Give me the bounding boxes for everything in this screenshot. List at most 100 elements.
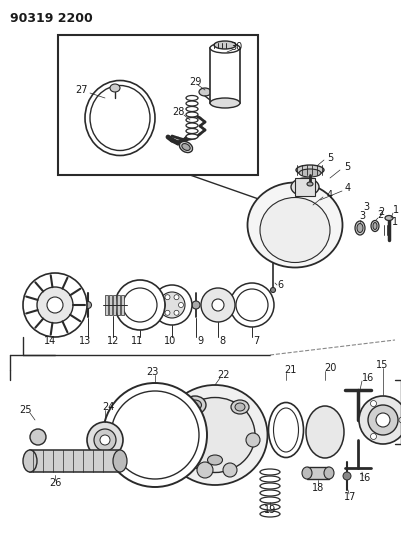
Circle shape (212, 299, 224, 311)
Ellipse shape (307, 182, 313, 186)
Ellipse shape (271, 287, 275, 293)
Text: 28: 28 (172, 107, 184, 117)
Bar (121, 295, 124, 315)
Text: 2: 2 (378, 207, 384, 217)
Text: 9: 9 (197, 336, 203, 346)
Ellipse shape (260, 483, 280, 489)
Text: 5: 5 (327, 153, 333, 163)
Text: 18: 18 (312, 483, 324, 493)
Ellipse shape (231, 400, 249, 414)
Circle shape (115, 280, 165, 330)
Text: 4: 4 (345, 183, 351, 193)
Circle shape (165, 295, 170, 300)
Circle shape (368, 405, 398, 435)
Ellipse shape (110, 84, 120, 92)
Text: 90319 2200: 90319 2200 (10, 12, 93, 25)
Ellipse shape (210, 98, 240, 108)
Bar (58, 35, 258, 175)
Circle shape (37, 287, 73, 323)
Circle shape (23, 273, 87, 337)
Ellipse shape (179, 141, 192, 152)
Ellipse shape (85, 80, 155, 156)
Circle shape (359, 396, 401, 444)
Ellipse shape (207, 455, 223, 465)
Text: 1: 1 (392, 217, 398, 227)
Ellipse shape (260, 497, 280, 503)
Ellipse shape (260, 511, 280, 517)
Text: 10: 10 (164, 336, 176, 346)
Bar (307, 467, 329, 479)
Circle shape (192, 301, 200, 309)
Ellipse shape (373, 222, 377, 230)
Ellipse shape (302, 467, 312, 479)
Text: 24: 24 (102, 402, 114, 412)
Bar (113, 295, 116, 315)
Text: 23: 23 (146, 367, 158, 377)
Ellipse shape (324, 467, 334, 479)
Ellipse shape (299, 169, 321, 177)
Text: 12: 12 (107, 336, 119, 346)
Text: 20: 20 (324, 363, 336, 373)
Circle shape (236, 289, 268, 321)
Text: 15: 15 (376, 360, 388, 370)
Circle shape (223, 463, 237, 477)
Ellipse shape (355, 221, 365, 235)
Text: 30: 30 (230, 42, 242, 52)
Ellipse shape (90, 85, 150, 150)
Text: 21: 21 (284, 365, 296, 375)
Ellipse shape (260, 469, 280, 475)
Ellipse shape (162, 385, 267, 485)
Ellipse shape (260, 198, 330, 262)
Circle shape (230, 283, 274, 327)
Circle shape (152, 285, 192, 325)
Ellipse shape (186, 112, 198, 117)
Text: 16: 16 (359, 473, 371, 483)
Ellipse shape (357, 223, 363, 232)
Ellipse shape (291, 178, 319, 196)
Ellipse shape (306, 406, 344, 458)
Text: 8: 8 (219, 336, 225, 346)
Ellipse shape (260, 490, 280, 496)
Circle shape (85, 302, 91, 309)
Text: 3: 3 (359, 211, 365, 221)
Ellipse shape (186, 107, 198, 111)
Text: 29: 29 (189, 77, 201, 87)
Text: 25: 25 (19, 405, 31, 415)
Circle shape (94, 429, 116, 451)
Ellipse shape (269, 402, 304, 457)
Text: 5: 5 (344, 162, 350, 172)
Bar (30, 450, 120, 472)
Circle shape (87, 422, 123, 458)
Ellipse shape (210, 43, 240, 53)
Circle shape (371, 400, 377, 407)
Ellipse shape (199, 88, 211, 96)
Text: 22: 22 (217, 370, 229, 380)
Text: 1: 1 (393, 205, 399, 215)
Ellipse shape (186, 128, 198, 133)
Text: 27: 27 (76, 85, 88, 95)
Ellipse shape (235, 403, 245, 411)
Text: 2: 2 (377, 210, 383, 220)
Text: 3: 3 (363, 202, 369, 212)
Ellipse shape (188, 400, 201, 410)
Circle shape (30, 429, 46, 445)
Ellipse shape (247, 182, 342, 268)
Ellipse shape (23, 450, 37, 472)
Circle shape (111, 391, 199, 479)
Text: 11: 11 (131, 336, 143, 346)
Circle shape (246, 433, 260, 447)
Ellipse shape (260, 476, 280, 482)
Text: 19: 19 (264, 505, 276, 515)
Circle shape (343, 472, 351, 480)
Circle shape (47, 297, 63, 313)
Circle shape (123, 288, 157, 322)
Bar (109, 295, 112, 315)
Text: 17: 17 (344, 492, 356, 502)
Circle shape (197, 462, 213, 478)
Circle shape (160, 303, 166, 308)
Circle shape (172, 437, 188, 453)
Circle shape (174, 310, 179, 316)
Bar (295, 178, 315, 196)
Bar (105, 295, 108, 315)
Text: 4: 4 (327, 190, 333, 200)
